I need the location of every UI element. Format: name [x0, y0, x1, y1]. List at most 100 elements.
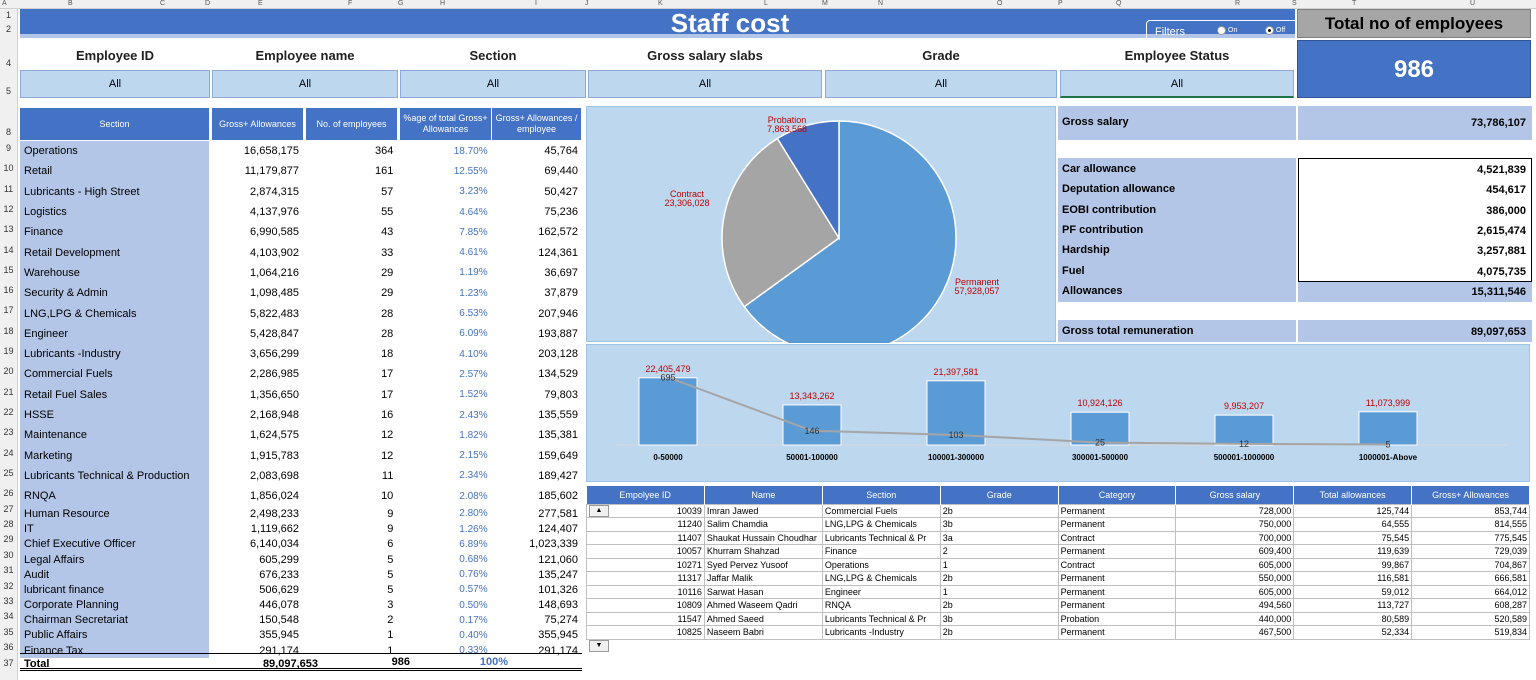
row-number[interactable]: 16	[3, 285, 14, 296]
row-number[interactable]: 20	[3, 366, 14, 377]
column-letter[interactable]: I	[535, 0, 537, 7]
row-number[interactable]: 12	[3, 203, 14, 214]
row-number[interactable]: 22	[3, 406, 14, 417]
row-number[interactable]: 37	[3, 657, 14, 668]
row-number[interactable]: 10	[3, 163, 14, 174]
table-row[interactable]: 10825 Naseem Babri Lubricants -Industry 2b P…	[586, 625, 1530, 640]
table-row[interactable]: 10116 Sarwat Hasan Engineer 1 Permanent 605,0…	[586, 584, 1530, 599]
bar[interactable]	[1070, 411, 1130, 446]
column-letter[interactable]: C	[160, 0, 166, 7]
table-row[interactable]: 11317 Jaffar Malik LNG,LPG & Chemicals 2b Pe…	[586, 571, 1530, 586]
table-row[interactable]: 11240 Salim Chamdia LNG,LPG & Chemicals 3b P…	[586, 517, 1530, 532]
row-number[interactable]: 15	[3, 264, 14, 275]
row-number[interactable]: 18	[3, 325, 14, 336]
column-letter[interactable]: D	[205, 0, 211, 7]
employee-column-header[interactable]: Total allowances	[1293, 486, 1413, 504]
row-number[interactable]: 30	[3, 549, 14, 560]
row-number[interactable]: 32	[3, 580, 14, 591]
row-number[interactable]: 11	[3, 183, 14, 194]
column-letter[interactable]: P	[1058, 0, 1063, 7]
employee-column-header[interactable]: Section	[822, 486, 941, 504]
filter-dropdown[interactable]: All	[588, 70, 822, 98]
employee-cell: LNG,LPG & Chemicals	[821, 517, 941, 532]
gross-total-row-label: Gross total remuneration	[1062, 325, 1194, 337]
column-letter[interactable]: N	[878, 0, 884, 7]
column-letter[interactable]: Q	[1116, 0, 1122, 7]
column-letter[interactable]: A	[2, 0, 7, 7]
column-letter[interactable]: O	[997, 0, 1003, 7]
row-number[interactable]: 28	[3, 518, 14, 529]
row-number[interactable]: 25	[3, 467, 14, 478]
bar[interactable]	[638, 377, 698, 446]
table-row[interactable]: 10057 Khurram Shahzad Finance 2 Permanent 609…	[586, 544, 1530, 559]
table-row[interactable]: 10809 Ahmed Waseem Qadri RNQA 2b Permanent 49…	[586, 598, 1530, 613]
employee-column-header[interactable]: Gross+ Allowances	[1411, 486, 1530, 504]
column-letter[interactable]: F	[348, 0, 353, 7]
pie-slice-probation[interactable]	[776, 120, 840, 241]
column-letter[interactable]: H	[440, 0, 446, 7]
row-number[interactable]: 8	[5, 127, 11, 137]
row-number[interactable]: 19	[3, 346, 14, 356]
row-number[interactable]: 24	[3, 447, 14, 458]
row-number[interactable]: 2	[5, 24, 11, 34]
column-letter[interactable]: K	[658, 0, 663, 7]
row-number[interactable]: 1	[5, 10, 11, 20]
row-number[interactable]: 29	[3, 534, 14, 545]
row-number[interactable]: 21	[3, 386, 14, 397]
employee-cell: 519,834	[1411, 625, 1530, 640]
column-letter[interactable]: L	[764, 0, 768, 7]
employee-cell: Finance	[821, 544, 941, 559]
section-row: HSSE 2,168,948 16 2.43% 135,559	[20, 404, 582, 426]
column-letter[interactable]: U	[1470, 0, 1476, 7]
row-number[interactable]: 36	[3, 642, 14, 653]
row-number[interactable]: 27	[3, 503, 14, 514]
filter-label: Gross salary slabs	[647, 48, 763, 63]
filter-dropdown[interactable]: All	[400, 70, 586, 98]
section-cell: Legal Affairs	[20, 551, 209, 568]
table-row[interactable]: 11547 Ahmed Saeed Lubricants Technical & P…	[586, 611, 1530, 626]
bar[interactable]	[1358, 411, 1418, 446]
column-letter[interactable]: T	[1352, 0, 1357, 7]
row-number[interactable]: 9	[5, 143, 11, 153]
row-number[interactable]: 17	[3, 305, 14, 316]
row-number[interactable]: 34	[3, 611, 14, 622]
column-letter[interactable]: R	[1235, 0, 1241, 7]
row-number[interactable]: 13	[3, 224, 14, 235]
column-letter[interactable]: G	[398, 0, 404, 7]
row-number[interactable]: 14	[3, 244, 14, 255]
row-number[interactable]: 35	[3, 626, 14, 637]
column-letter[interactable]: J	[585, 0, 589, 7]
filter-dropdown[interactable]: All	[1060, 70, 1294, 98]
pie-slice-contract[interactable]	[721, 137, 841, 308]
column-letter[interactable]: S	[1292, 0, 1297, 7]
row-number[interactable]: 31	[3, 565, 14, 576]
scroll-down-button[interactable]: ▼	[589, 640, 609, 652]
employee-column-header[interactable]: Empolyee ID	[586, 486, 705, 504]
bar-category-label: 0-50000	[653, 453, 683, 462]
employee-column-header[interactable]: Category	[1058, 486, 1177, 504]
filters-off-radio[interactable]: Off	[1265, 26, 1285, 35]
filter-dropdown[interactable]: All	[825, 70, 1057, 98]
scroll-up-button[interactable]: ▲	[589, 505, 609, 517]
row-number[interactable]: 5	[5, 86, 11, 96]
row-number[interactable]: 23	[3, 427, 14, 438]
column-letter[interactable]: E	[258, 0, 263, 7]
bar[interactable]	[1214, 414, 1274, 446]
filter-dropdown[interactable]: All	[20, 70, 210, 98]
filter-dropdown[interactable]: All	[212, 70, 398, 98]
row-number[interactable]: 4	[5, 58, 11, 68]
employee-column-header[interactable]: Grade	[940, 486, 1059, 504]
section-cell: 28	[381, 307, 394, 320]
table-row[interactable]: 10039 Imran Jawed Commercial Fuels 2b Perman…	[586, 503, 1530, 518]
employee-column-header[interactable]: Gross salary	[1175, 486, 1295, 504]
filters-on-radio[interactable]: On	[1217, 26, 1237, 35]
table-row[interactable]: 10271 Syed Pervez Yusoof Operations 1 Contra…	[586, 557, 1530, 572]
column-letter[interactable]: B	[68, 0, 73, 7]
employee-column-header[interactable]: Name	[704, 486, 823, 504]
row-number[interactable]: 33	[3, 595, 14, 606]
column-letter[interactable]: M	[822, 0, 828, 7]
row-number[interactable]: 26	[3, 488, 14, 499]
table-row[interactable]: 11407 Shaukat Hussain Choudhar Lubricants …	[586, 530, 1530, 545]
employee-cell: Lubricants Technical & Pr	[821, 530, 941, 545]
bar[interactable]	[782, 404, 842, 446]
